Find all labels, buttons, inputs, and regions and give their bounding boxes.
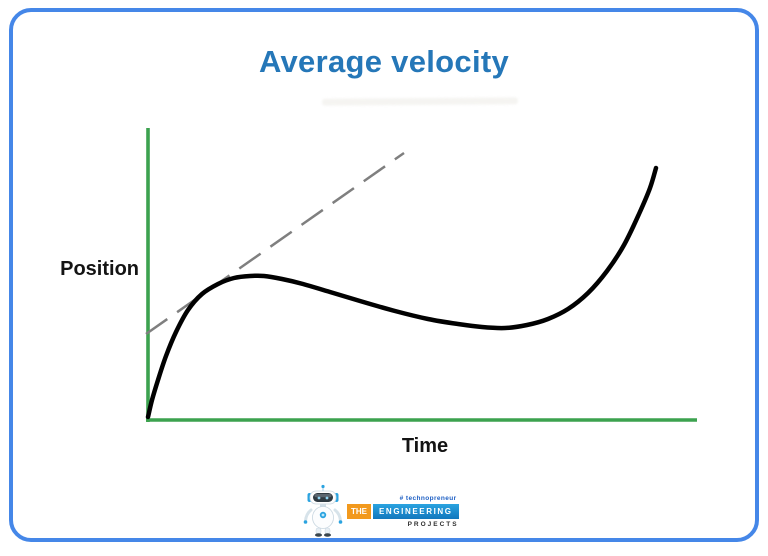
card-border [9,8,759,542]
robot-mascot-icon [303,484,343,537]
y-axis-label: Position [60,258,139,280]
logo-badges-row: THE ENGINEERING [347,504,459,519]
logo-engineering-badge: ENGINEERING [373,504,459,519]
logo-text-block: # technopreneur THE ENGINEERING PROJECTS [347,484,459,528]
position-curve [145,165,659,420]
x-axis-label: Time [401,435,449,457]
page-title: Average velocity [258,44,510,79]
logo-tagline: # technopreneur [399,495,457,502]
logo-the-badge: THE [347,504,371,519]
average-velocity-dashed-line [145,151,405,336]
logo-projects-text: PROJECTS [407,520,459,528]
brand-logo: # technopreneur THE ENGINEERING PROJECTS [302,484,459,538]
